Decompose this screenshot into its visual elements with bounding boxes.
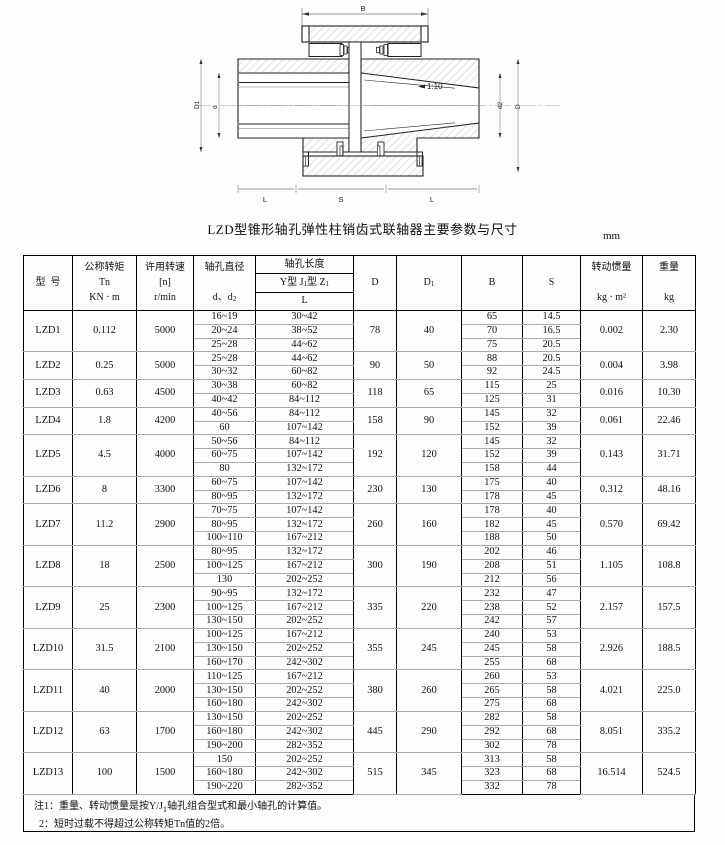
svg-text:S: S bbox=[338, 195, 343, 204]
svg-text:d: d bbox=[212, 105, 219, 109]
svg-text:D: D bbox=[515, 104, 522, 109]
svg-text:D1: D1 bbox=[194, 100, 201, 109]
svg-text:1:10: 1:10 bbox=[427, 82, 443, 91]
svg-text:L: L bbox=[430, 195, 434, 204]
svg-text:L: L bbox=[263, 195, 267, 204]
svg-text:d2: d2 bbox=[497, 101, 504, 109]
svg-text:B: B bbox=[360, 4, 365, 13]
